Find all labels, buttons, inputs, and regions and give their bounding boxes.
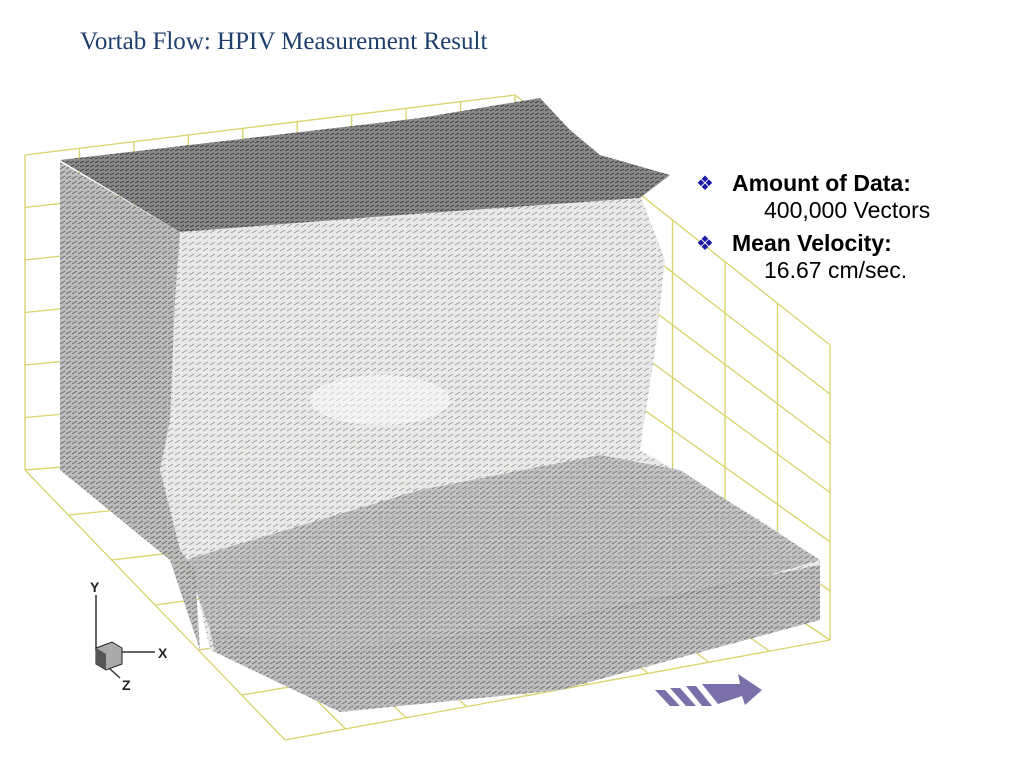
bullet-value: 400,000 Vectors (764, 197, 931, 223)
axis-label-x: X (158, 645, 168, 661)
axis-triad: Y X Z (90, 579, 168, 693)
floor-front (210, 565, 820, 712)
bullet-item: ❖ Amount of Data: 400,000 Vectors (696, 170, 930, 224)
vortex-highlight (310, 375, 450, 425)
left-wall (60, 162, 200, 650)
bullet-icon: ❖ (696, 173, 714, 195)
bullet-value: 16.67 cm/sec. (764, 257, 908, 283)
axis-label-y: Y (90, 579, 100, 595)
flow-arrow (655, 674, 762, 706)
bullet-label: Mean Velocity: (732, 230, 892, 256)
bullet-label: Amount of Data: (732, 170, 911, 196)
top-surface (60, 98, 670, 232)
grid-line (24, 94, 516, 156)
bullet-icon: ❖ (696, 233, 714, 255)
bullet-item: ❖ Mean Velocity: 16.67 cm/sec. (696, 230, 930, 284)
vector-field (60, 98, 820, 712)
slide-title: Vortab Flow: HPIV Measurement Result (80, 28, 488, 55)
bullet-list: ❖ Amount of Data: 400,000 Vectors ❖ Mean… (696, 170, 930, 290)
axis-label-z: Z (122, 677, 131, 693)
